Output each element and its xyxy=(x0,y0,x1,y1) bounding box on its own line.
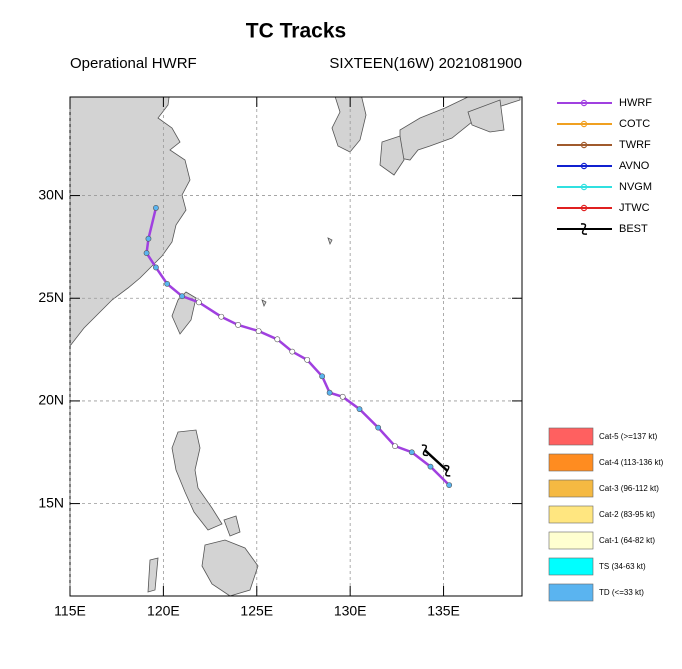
y-tick-label: 30N xyxy=(38,186,64,202)
track-point xyxy=(446,482,453,489)
track-point xyxy=(153,204,159,211)
x-tick-label: 135E xyxy=(427,603,460,619)
y-tick-label: 20N xyxy=(38,392,64,408)
track-point xyxy=(356,406,363,413)
track-point xyxy=(289,348,296,355)
legend-label: BEST xyxy=(619,223,648,235)
track-point xyxy=(235,322,241,328)
category-swatch xyxy=(548,427,594,446)
track-point xyxy=(427,463,434,470)
track-point xyxy=(304,356,311,363)
subtitle-right: SIXTEEN(16W) 2021081900 xyxy=(329,55,522,72)
legend-marker xyxy=(580,204,588,212)
x-tick-label: 120E xyxy=(147,603,180,619)
track-point xyxy=(274,336,281,343)
x-tick-label: 130E xyxy=(334,603,367,619)
category-label: Cat-1 (64-82 kt) xyxy=(599,536,655,545)
category-label: TD (<=33 kt) xyxy=(599,588,644,597)
legend-marker xyxy=(580,162,588,170)
category-swatch xyxy=(548,479,594,498)
legend-marker xyxy=(580,120,588,128)
track-point xyxy=(164,280,171,287)
track-point xyxy=(218,313,225,320)
track-point xyxy=(195,299,202,306)
track-point xyxy=(375,424,382,431)
track-point xyxy=(179,293,185,300)
track-point xyxy=(339,393,346,400)
subtitle-left: Operational HWRF xyxy=(70,55,197,72)
track-point xyxy=(319,373,326,380)
y-tick-label: 25N xyxy=(38,289,64,305)
category-swatch xyxy=(548,531,594,550)
best-symbol xyxy=(444,464,451,477)
track-point xyxy=(143,250,150,256)
x-tick-label: 115E xyxy=(54,603,86,619)
track-line xyxy=(145,207,451,486)
legend-label: NVGM xyxy=(619,181,652,193)
category-label: Cat-5 (>=137 kt) xyxy=(599,432,658,441)
category-swatch xyxy=(548,583,594,602)
legend-symbol xyxy=(580,223,588,235)
legend-marker xyxy=(580,141,588,149)
best-symbol xyxy=(421,444,428,457)
category-swatch xyxy=(548,557,594,576)
legend-label: JTWC xyxy=(619,202,650,214)
track-point xyxy=(145,235,152,242)
legend-label: HWRF xyxy=(619,97,652,109)
track-point xyxy=(326,389,333,396)
map-frame xyxy=(69,96,523,597)
track-point xyxy=(153,264,159,271)
category-swatch xyxy=(548,505,594,524)
category-label: TS (34-63 kt) xyxy=(599,562,646,571)
category-label: Cat-2 (83-95 kt) xyxy=(599,510,655,519)
category-label: Cat-4 (113-136 kt) xyxy=(599,458,664,467)
x-tick-label: 125E xyxy=(240,603,273,619)
title: TC Tracks xyxy=(246,20,346,43)
legend-label: COTC xyxy=(619,118,650,130)
legend-label: TWRF xyxy=(619,139,651,151)
category-label: Cat-3 (96-112 kt) xyxy=(599,484,659,493)
legend-marker xyxy=(580,183,588,191)
category-swatch xyxy=(548,453,594,472)
land xyxy=(70,97,521,596)
track-point xyxy=(392,443,398,449)
legend-marker xyxy=(580,99,588,107)
track-line xyxy=(424,449,449,472)
track-point xyxy=(408,449,415,456)
track-point xyxy=(255,328,262,334)
legend-label: AVNO xyxy=(619,160,650,172)
y-tick-label: 15N xyxy=(38,494,64,510)
